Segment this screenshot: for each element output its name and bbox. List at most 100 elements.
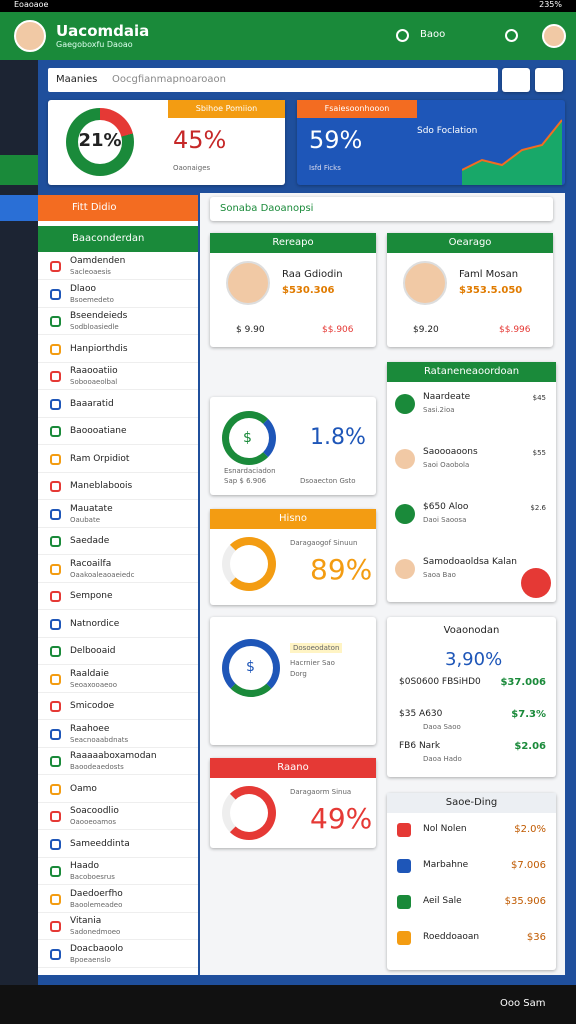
item-name: Doacbaoolo [70, 943, 124, 954]
tab: Sbihoe Pomiion [168, 100, 285, 118]
row-sub: Daoa Hado [423, 755, 462, 763]
donut-symbol: $ [243, 430, 252, 446]
sidebar-item[interactable]: Smicodoe [38, 693, 198, 720]
sidebar-item[interactable]: Soacoodlio Oaooeoamos [38, 803, 198, 830]
stat-value: 59% [309, 126, 363, 154]
item-icon [50, 371, 61, 382]
gauge-card: Hisno Daragaogof Sinuun 89% [210, 509, 376, 605]
sidebar-item[interactable]: Mauatate Oaubate [38, 501, 198, 528]
row-amount: $36 [526, 932, 546, 943]
nav-item[interactable] [0, 195, 38, 221]
item-sub: Daoi Saoosa [423, 516, 467, 524]
sidebar-item[interactable]: Dlaoo Bsoemedeto [38, 281, 198, 308]
caption: Oaonaiges [173, 164, 211, 172]
sidebar-item[interactable]: Hanpiorthdis [38, 336, 198, 363]
search-bar[interactable]: Maanies Oocgfianmapnoaroaon [48, 68, 498, 92]
search-placeholder: Oocgfianmapnoaroaon [112, 74, 226, 85]
profile-name: Raa Gdiodin [282, 269, 343, 280]
item-icon [50, 398, 61, 410]
sidebar-item[interactable]: Raaooatiio Sobooaeolbal [38, 363, 198, 390]
sidebar-item[interactable]: Sempone [38, 583, 198, 610]
bottom-label: Ooo Sam [500, 998, 546, 1009]
tab: Fsaiesoonhooon [297, 100, 417, 118]
sidebar-section[interactable]: Baaconderdan [38, 226, 198, 252]
row-icon [397, 931, 411, 945]
sidebar-item[interactable]: Baoooatiane [38, 418, 198, 445]
donut-hole [78, 120, 122, 164]
item-name: Bseendeieds [70, 311, 128, 321]
item-amount: $2.6 [530, 504, 546, 512]
item-icon [50, 866, 61, 877]
item-name: Soacoodlio [70, 806, 119, 816]
gauge [222, 786, 276, 840]
overview-value: 3,90% [445, 649, 503, 670]
gauge [222, 537, 276, 591]
profile-card: Oearago Faml Mosan $353.5.050 $9.20 $$.996 [387, 233, 553, 347]
item-name: Maneblaboois [70, 481, 133, 491]
sidebar-item[interactable]: Daedoerfho Baoolemeadeo [38, 886, 198, 913]
avatar[interactable] [542, 24, 566, 48]
sidebar-item[interactable]: Oamo [38, 776, 198, 803]
info-card: $ Dosoeodaton Hacrnier Sao Dorg [210, 617, 376, 745]
status-right: 235% [539, 0, 562, 9]
item-name: Racoailfa [70, 558, 112, 569]
growth-value: 1.8% [310, 425, 366, 450]
stat-label: Sdo Foclation [417, 126, 478, 136]
sidebar-item[interactable]: Doacbaoolo Bpoeaenslo [38, 941, 198, 968]
sidebar-item[interactable]: Racoailfa Oaakoaleaoaeiedc [38, 556, 198, 583]
row-icon [397, 823, 411, 837]
item-sub: Oaooeoamos [70, 818, 116, 826]
sidebar-item[interactable]: Natnordice [38, 611, 198, 638]
button[interactable] [535, 68, 563, 92]
fab[interactable] [521, 568, 551, 598]
item-sub: Oaakoaleaoaeiedc [70, 570, 135, 579]
main-header: Sonaba Daoanopsi [210, 197, 553, 221]
nav-active[interactable] [0, 155, 38, 185]
status-left: Eoaoaoe [14, 0, 49, 9]
icon[interactable] [505, 29, 518, 42]
item-name: Sempone [70, 591, 113, 601]
item-name: Smicodoe [70, 701, 115, 711]
sidebar-item[interactable]: Bseendeieds Sodbloasiedle [38, 308, 198, 335]
sidebar-item[interactable]: Haado Bacoboesrus [38, 858, 198, 885]
stat-left: $ 9.90 [236, 325, 265, 335]
gauge-caption: Daragaorm Sinua [290, 788, 352, 796]
sidebar-item[interactable]: Maneblaboois [38, 473, 198, 500]
item-name: Raaldaie [70, 668, 109, 679]
app-title: Uacomdaia [56, 22, 150, 40]
item-icon [50, 591, 61, 602]
button[interactable] [502, 68, 530, 92]
sidebar-item[interactable]: Ram Orpidiot [38, 446, 198, 473]
row-name: $35 A630 [399, 709, 443, 719]
row-amount: $37.006 [500, 677, 546, 688]
item-icon [50, 838, 61, 850]
growth-card: $ Esnardaciadon Sap $ 6.906 1.8% Dsoaecton G… [210, 397, 376, 495]
item-icon [50, 783, 61, 795]
sidebar-item[interactable]: Raahoee Seacnoaabdnats [38, 721, 198, 748]
item-name: Raaaaaboxamodan [70, 751, 157, 761]
sidebar-item[interactable]: Vitania Sadonedmoeo [38, 913, 198, 940]
stat-right: $$.996 [499, 325, 531, 335]
sidebar-item[interactable]: Oamdenden Sacleoaesis [38, 253, 198, 280]
tab: Rereapo [210, 233, 376, 253]
sidebar-item[interactable]: Sameeddinta [38, 831, 198, 858]
row-icon [397, 859, 411, 873]
icon[interactable] [396, 29, 409, 42]
sidebar-item[interactable]: Raaaaaboxamodan Baoodeaedosts [38, 748, 198, 775]
header-action[interactable]: Baoo [420, 29, 446, 40]
sidebar-item[interactable]: Baaaratid [38, 391, 198, 418]
avatar[interactable] [14, 20, 46, 52]
item-icon [50, 261, 61, 272]
sidebar-header[interactable]: Fitt Didio [38, 195, 198, 221]
sidebar-item[interactable]: Raaldaie Seoaxooaeoo [38, 666, 198, 693]
sidebar-item[interactable]: Saedade [38, 528, 198, 555]
item-sub: Sacleoaesis [70, 268, 111, 276]
row-icon [397, 895, 411, 909]
caption: Isfd Ficks [309, 164, 341, 172]
search-label: Maanies [56, 74, 98, 85]
donut [222, 639, 280, 697]
tab: Saoe-Ding [387, 793, 556, 813]
sidebar-item[interactable]: Delbooaid [38, 638, 198, 665]
nav-rail [0, 60, 38, 985]
item-name: Raahoee [70, 723, 110, 734]
